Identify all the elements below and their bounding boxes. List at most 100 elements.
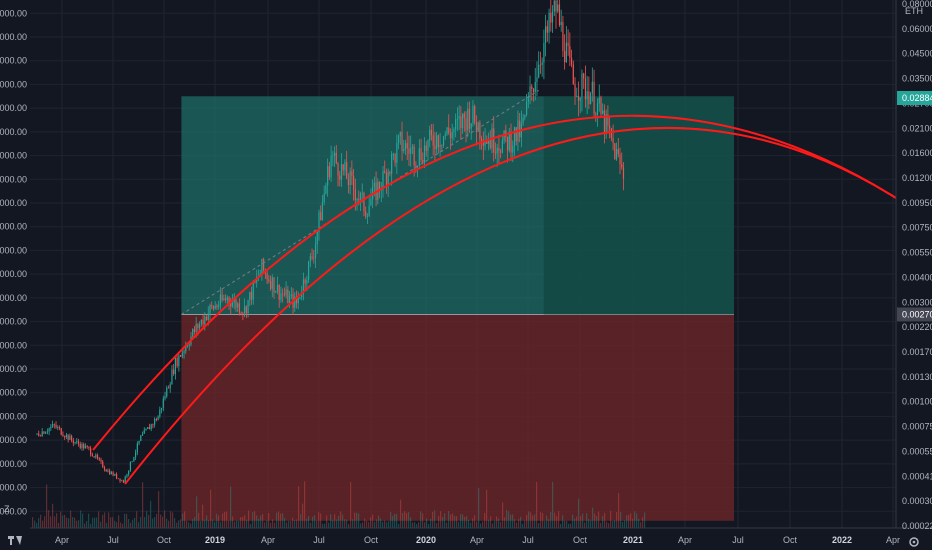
volume-bar: [620, 512, 622, 528]
time-axis-tick-label: Oct: [573, 535, 588, 545]
volume-bar: [288, 520, 290, 528]
time-axis[interactable]: Apr Jul Oct 2019 Apr Jul Oct 2020 Apr Jul Oct 2021 A…: [55, 535, 900, 545]
left-axis-tick-label: 32000.00: [0, 151, 27, 161]
candle-body: [394, 154, 396, 163]
candle-body: [475, 122, 478, 132]
candle-body: [145, 428, 147, 431]
candle-body: [596, 103, 599, 115]
volume-bar: [624, 520, 626, 528]
candle-body: [368, 205, 370, 216]
volume-bar: [538, 523, 540, 528]
volume-bar: [434, 510, 436, 528]
volume-bar: [446, 522, 448, 528]
chart-corners: Z: [4, 504, 919, 547]
time-axis-tick-label: Oct: [783, 535, 798, 545]
volume-bar: [66, 517, 68, 528]
candle-body: [614, 143, 616, 160]
volume-bar: [128, 518, 130, 528]
candle-body: [46, 431, 48, 433]
candle-body: [67, 434, 69, 440]
candle-body: [577, 95, 580, 101]
candle-body: [570, 57, 573, 65]
candle-body: [584, 78, 587, 100]
candle-body: [95, 455, 97, 458]
volume-bar: [32, 517, 34, 528]
candle-body: [356, 199, 358, 201]
volume-bar: [150, 500, 152, 528]
tv-logo-part: [8, 536, 14, 539]
candle-body: [148, 427, 151, 430]
volume-bar: [644, 512, 646, 528]
volume-bar: [360, 523, 362, 528]
candle-body: [288, 295, 291, 303]
volume-bar: [444, 513, 446, 528]
candle-body: [261, 258, 263, 274]
volume-bar: [356, 512, 358, 528]
volume-bar: [330, 514, 332, 528]
candle-body: [576, 95, 578, 97]
candle-body: [391, 154, 393, 174]
candle-body: [567, 42, 569, 47]
volume-bar: [248, 510, 250, 528]
candle-body: [387, 171, 389, 185]
volume-bar: [640, 522, 642, 528]
candle-body: [382, 171, 384, 190]
candle-body: [446, 127, 448, 135]
right-price-axis[interactable]: 0.000220 0.000300 0.000410 0.000550 0.000750…: [902, 0, 932, 531]
volume-bar: [534, 514, 536, 528]
volume-bar: [50, 516, 52, 528]
candle-body: [282, 293, 284, 295]
volume-bar: [186, 520, 188, 528]
candle-body: [468, 108, 471, 129]
candle-body: [266, 273, 268, 280]
candle-body: [230, 302, 232, 307]
right-axis-tick-label: 0.000300: [902, 496, 932, 506]
candle-body: [60, 428, 62, 435]
volume-bar: [122, 523, 124, 528]
candle-body: [569, 46, 571, 58]
volume-bar: [40, 514, 42, 528]
volume-bar: [604, 512, 606, 528]
volume-bar: [136, 511, 138, 528]
candle-body: [460, 116, 462, 129]
volume-bar: [412, 522, 414, 528]
volume-bar: [236, 520, 238, 528]
candle-body: [171, 369, 173, 385]
candle-body: [525, 101, 528, 115]
volume-bar: [630, 513, 632, 528]
volume-bar: [274, 522, 276, 528]
volume-bar: [570, 523, 572, 528]
volume-bar: [502, 502, 504, 528]
volume-bar: [424, 522, 426, 528]
volume-bar: [554, 512, 556, 528]
candle-body: [477, 122, 479, 132]
volume-bar: [460, 514, 462, 528]
right-axis-tick-label: 0.005500: [902, 248, 932, 258]
time-axis-tick-label: Apr: [470, 535, 484, 545]
time-axis-tick-label: 2021: [623, 535, 643, 545]
position-zones[interactable]: [181, 96, 734, 521]
volume-bar: [464, 516, 466, 528]
volume-bar: [338, 515, 340, 528]
volume-bar: [328, 522, 330, 528]
candle-body: [98, 458, 100, 460]
volume-bar: [44, 516, 46, 528]
candle-body: [588, 91, 590, 105]
candle-body: [263, 258, 265, 270]
volume-bar: [48, 510, 50, 528]
candle-body: [437, 135, 439, 147]
candle-body: [385, 172, 388, 185]
candle-body: [301, 293, 303, 298]
time-axis-tick-label: Apr: [678, 535, 692, 545]
candle-body: [565, 42, 567, 63]
candle-body: [58, 427, 61, 429]
right-axis-tick-label: 0.009500: [902, 198, 932, 208]
arc-drawings[interactable]: [92, 114, 897, 485]
volume-bar: [326, 515, 328, 528]
candle-body: [192, 329, 194, 337]
volume-bar: [386, 522, 388, 528]
volume-bar: [548, 519, 550, 528]
volume-bar: [280, 513, 282, 528]
